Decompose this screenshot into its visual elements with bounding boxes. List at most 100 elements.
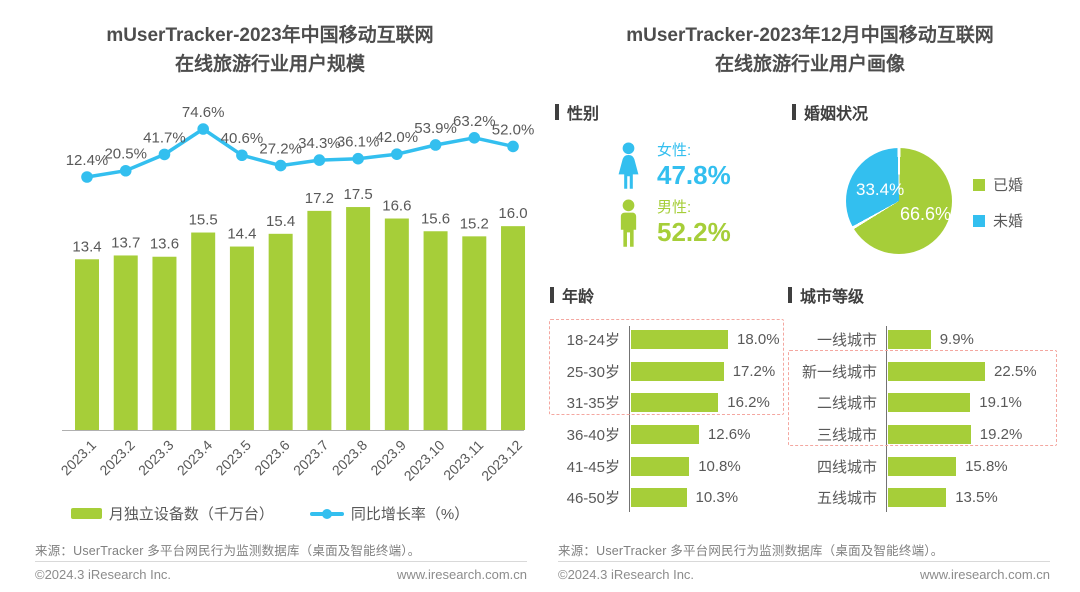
hbar-category-label: 三线城市 [816,427,877,445]
bar-2023.11 [462,236,487,430]
bar-value-label: 15.6 [421,210,450,227]
female-row: 女性: 47.8% [615,142,731,196]
hbar-value-label: 10.8% [698,457,741,475]
line-value-label: 74.6% [182,104,225,121]
city-highlight-box [788,350,1057,446]
hbar-row-四线城市: 四线城市 15.8% [788,450,1080,482]
hbar-value-label: 12.6% [707,426,751,444]
right-footer-row: ©2024.3 iResearch Inc. www.iresearch.com… [558,567,1050,582]
bar-2023.6 [268,233,293,430]
city-section: 城市等级 一线城市 9.9% 新一线城市 22.5% 二线城市 19.1% 三线城市 19.2… [788,283,1080,514]
male-icon [620,199,637,247]
age-highlight-box [549,319,784,415]
line-value-label: 63.2% [453,113,496,130]
bar-value-label: 16.0 [498,205,527,222]
x-tick-label: 2023.8 [329,437,371,479]
bar-2023.8 [346,207,371,430]
hbar-category-label: 31-35岁 [566,395,620,413]
right-title-line1: mUserTracker-2023年12月中国移动互联网 [626,25,994,46]
hbar-row-三线城市: 三线城市 19.2% [788,419,1080,451]
hbar-bar [888,488,947,508]
hbar-row-36-40岁: 36-40岁 12.6% [550,419,790,451]
hbar-category-label: 四线城市 [816,458,877,476]
bar-2023.12 [501,226,526,430]
bar-2023.7 [307,210,332,430]
hbar-bar [888,425,971,445]
gender-header-label: 性别 [567,106,600,123]
marital-section: 婚姻状况 33.4% 66.6% 已婚 未婚 [792,100,1080,275]
hbar-row-31-35岁: 31-35岁 16.2% [550,387,790,419]
x-tick-label: 2023.10 [401,437,448,484]
unmarried-swatch-icon [973,214,985,227]
header-bar-icon [792,104,796,120]
hbar-axis-line [886,326,887,512]
line-value-label: 41.7% [143,129,186,146]
female-value: 47.8% [657,160,731,190]
pie-label-unmarried: 33.4% [856,180,905,199]
line-value-label: 40.6% [221,130,264,147]
bar-value-label: 15.4 [266,213,295,230]
header-bar-icon [550,287,554,303]
hbar-row-新一线城市: 新一线城市 22.5% [788,356,1080,388]
hbar-value-label: 9.9% [939,331,974,349]
gender-header: 性别 [555,100,785,124]
hbar-category-label: 36-40岁 [566,427,620,445]
bar-value-label: 13.7 [111,234,140,251]
hbar-row-41-45岁: 41-45岁 10.8% [550,450,790,482]
combo-legend: 月独立设备数（千万台） 同比增长率（%） [0,503,540,524]
city-header: 城市等级 [788,283,1080,307]
bar-2023.1 [75,259,99,430]
hbar-category-label: 五线城市 [816,490,877,508]
x-tick-label: 2023.11 [440,437,487,484]
marital-header: 婚姻状况 [792,100,1080,124]
hbar-bar [631,361,724,381]
hbar-category-label: 一线城市 [816,332,877,350]
line-point [313,154,326,166]
age-bar-chart: 18-24岁 18.0% 25-30岁 17.2% 31-35岁 16.2% 36-40岁 1… [550,324,790,514]
hbar-value-label: 13.5% [955,489,998,507]
bar-2023.10 [423,231,448,430]
left-source-text: 来源：UserTracker 多平台网民行为监测数据库（桌面及智能终端）。 [35,544,421,558]
hbar-row-25-30岁: 25-30岁 17.2% [550,356,790,388]
hbar-axis-line [629,326,630,512]
female-text: 女性: 47.8% [657,142,731,190]
bar-2023.9 [384,218,409,430]
bar-2023.3 [152,256,177,430]
line-point [119,164,132,177]
line-point [236,149,248,162]
hbar-category-label: 二线城市 [816,395,877,413]
line-value-label: 36.1% [337,134,380,151]
hbar-category-label: 41-45岁 [566,458,620,476]
male-row: 男性: 52.2% [615,199,731,255]
right-title-line2: 在线旅游行业用户画像 [714,54,905,75]
bar-value-label: 15.5 [189,212,218,229]
line-point [468,131,481,144]
user-scale-plot: 13.4 2023.1 13.7 2023.2 13.6 2023.3 15.5 2023.4… [58,104,535,484]
hbar-bar [631,330,728,350]
hbar-value-label: 16.2% [727,394,770,412]
hbar-bar [888,330,931,350]
x-tick-label: 2023.3 [135,437,177,479]
right-website-text: www.iresearch.com.cn [919,567,1050,582]
right-footer-divider [558,561,1050,562]
legend-item-married: 已婚 [973,174,1023,195]
married-swatch-icon [973,178,985,191]
legend-item-unmarried: 未婚 [973,210,1023,231]
x-tick-label: 2023.4 [174,437,216,479]
hbar-category-label: 新一线城市 [801,363,877,381]
city-bar-chart: 一线城市 9.9% 新一线城市 22.5% 二线城市 19.1% 三线城市 19.2% 四线城市… [788,324,1080,514]
left-panel: mUserTracker-2023年中国移动互联网 在线旅游行业用户规模 13.… [0,25,540,582]
hbar-value-label: 18.0% [737,331,780,349]
left-website-text: www.iresearch.com.cn [396,567,527,582]
marital-pie: 33.4% 66.6% [846,148,952,254]
male-label: 男性: [657,199,692,216]
hbar-value-label: 15.8% [965,457,1008,475]
hbar-bar [631,456,690,476]
bar-value-label: 13.4 [72,238,101,255]
x-tick-label: 2023.2 [96,437,138,479]
bar-swatch-icon [70,508,102,519]
bar-value-label: 15.2 [460,215,489,232]
age-header-label: 年龄 [562,289,595,306]
marital-legend: 已婚 未婚 [973,174,1023,231]
male-text: 男性: 52.2% [657,199,731,247]
